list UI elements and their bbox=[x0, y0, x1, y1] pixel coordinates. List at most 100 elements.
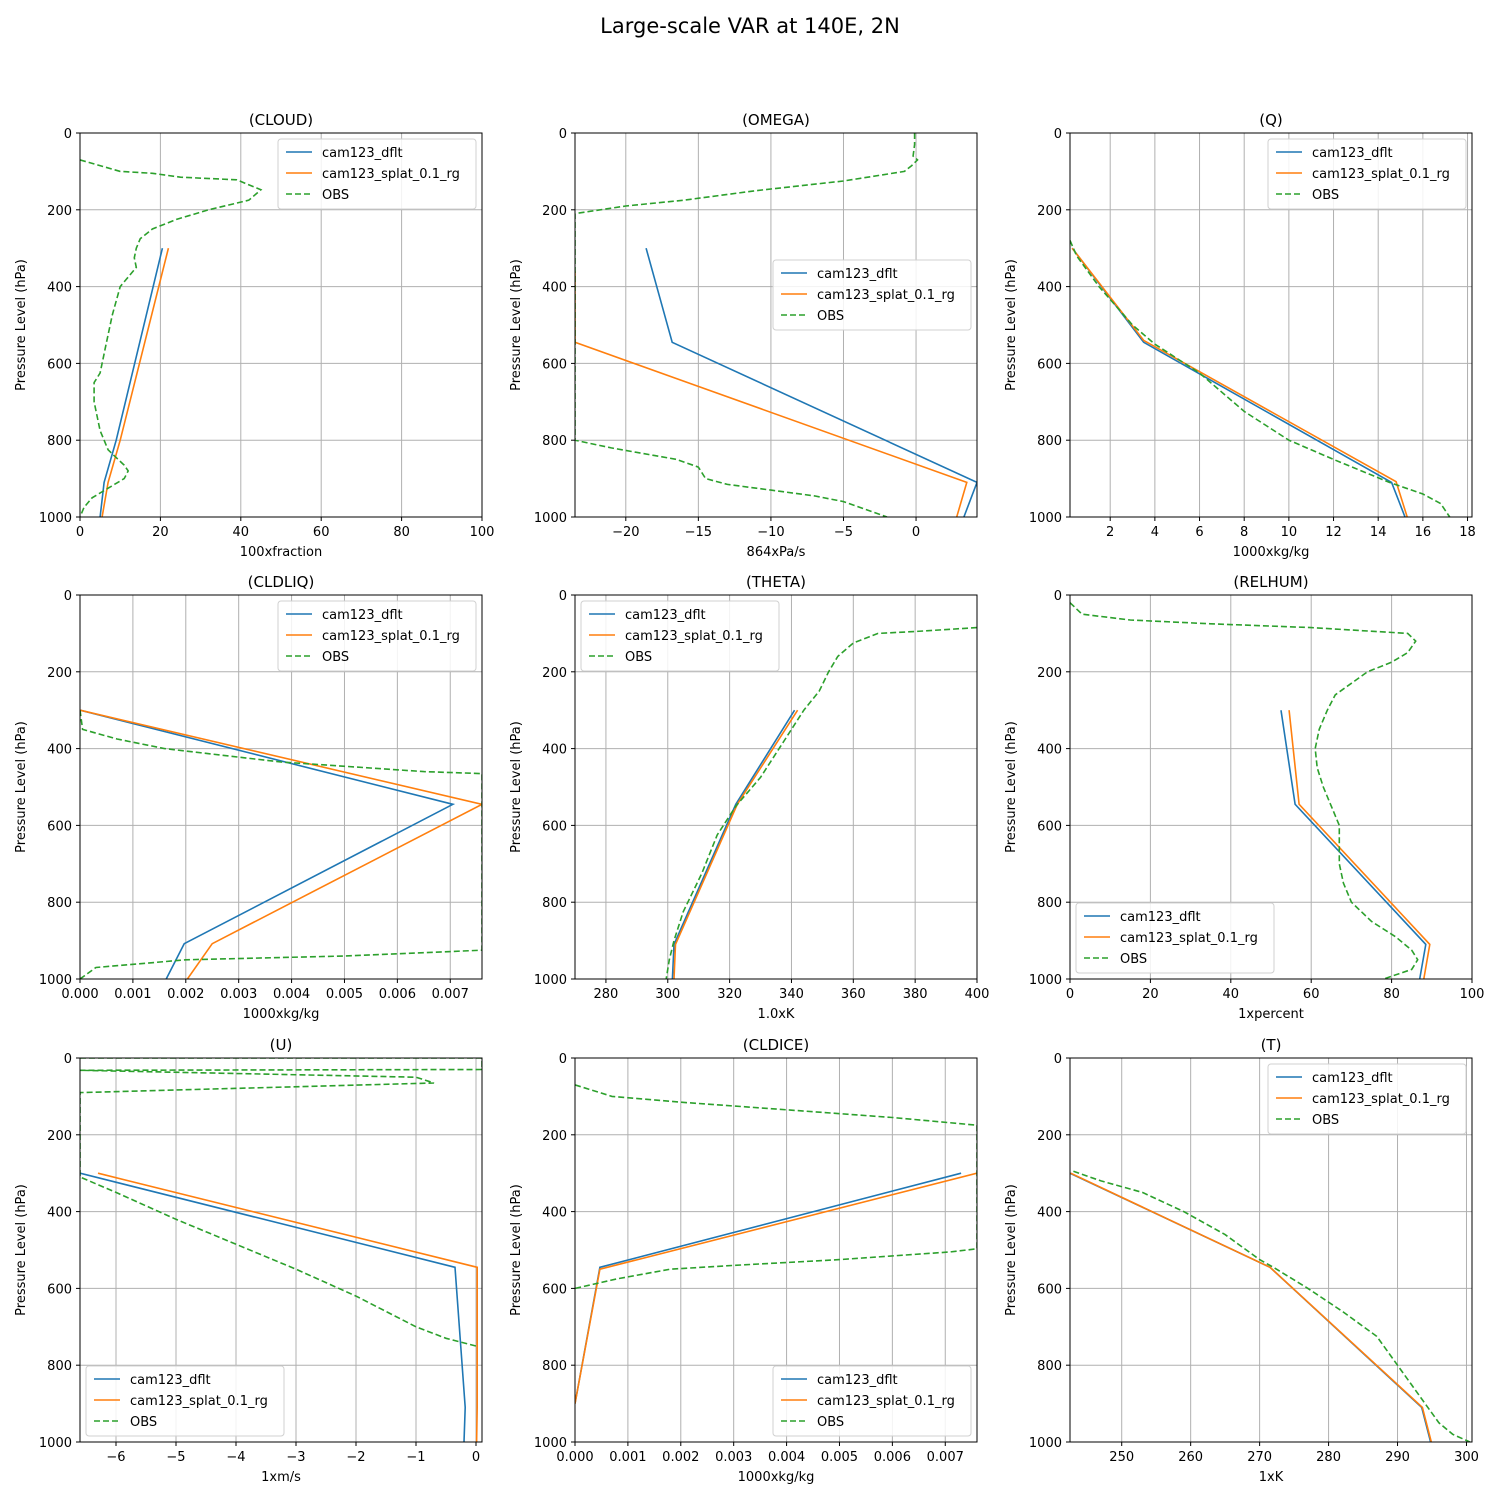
subplot-cldliq: 0.000 0.001 0.002 0.003 0.004 0.005 0.006 0.007… bbox=[14, 573, 483, 1022]
legend: cam123_dflt cam123_splat_0.1_rg OBS bbox=[277, 138, 477, 210]
axes-frame bbox=[79, 594, 483, 980]
y-tick-label: 800 bbox=[542, 434, 567, 449]
y-tick-label: 600 bbox=[1037, 1282, 1062, 1297]
legend-entry-label: cam123_splat_0.1_rg bbox=[817, 1394, 955, 1409]
x-tick-label: 280 bbox=[1316, 1450, 1341, 1465]
y-tick-label: 800 bbox=[1037, 1359, 1062, 1374]
series-line-cam123-splat-0-1-rg bbox=[1288, 710, 1431, 979]
axes-frame bbox=[79, 1057, 483, 1443]
y-tick-label: 200 bbox=[542, 666, 567, 681]
y-tick-label: 0 bbox=[1054, 589, 1062, 604]
y-tick-label: 400 bbox=[542, 281, 567, 296]
legend-box bbox=[277, 600, 477, 672]
x-tick-label: 0.004 bbox=[768, 1450, 805, 1465]
x-tick-label: 0 bbox=[472, 1450, 480, 1465]
legend-entry-label: OBS bbox=[817, 309, 844, 324]
legend-entry-label: OBS bbox=[1312, 188, 1339, 203]
x-axis-label: 1.0xK bbox=[758, 1007, 795, 1022]
legend-entry-label: cam123_dflt bbox=[130, 1373, 211, 1388]
legend-box bbox=[772, 1365, 972, 1437]
series-line-cam123-dflt bbox=[80, 1172, 467, 1442]
legend-entry-label: cam123_splat_0.1_rg bbox=[1312, 1092, 1450, 1107]
x-tick-label: 0.000 bbox=[556, 1450, 593, 1465]
y-tick-label: 0 bbox=[64, 589, 72, 604]
legend-entry-label: cam123_dflt bbox=[1120, 910, 1201, 925]
legend: cam123_dflt cam123_splat_0.1_rg OBS bbox=[580, 600, 780, 672]
y-tick-label: 800 bbox=[47, 896, 72, 911]
x-tick-label: 100 bbox=[1460, 987, 1485, 1002]
y-tick-label: 200 bbox=[542, 1129, 567, 1144]
y-tick-label: 1000 bbox=[534, 511, 567, 526]
y-tick-label: 1000 bbox=[1029, 973, 1062, 988]
y-tick-label: 200 bbox=[47, 204, 72, 219]
x-tick-label: 0.002 bbox=[662, 1450, 699, 1465]
subplot-omega: −20 −15 −10 −5 0 0 200 400 600 800 1000 (OMEGA) 864x… bbox=[509, 111, 978, 560]
y-tick-label: 0 bbox=[64, 1052, 72, 1067]
y-tick-label: 200 bbox=[47, 1129, 72, 1144]
axes-frame bbox=[79, 132, 483, 518]
y-axis-label: Pressure Level (hPa) bbox=[509, 721, 524, 853]
legend: cam123_dflt cam123_splat_0.1_rg OBS bbox=[1075, 902, 1275, 974]
x-tick-label: −1 bbox=[406, 1450, 425, 1465]
legend-entry-label: cam123_dflt bbox=[322, 146, 403, 161]
x-tick-label: 12 bbox=[1325, 525, 1342, 540]
legend-entry-label: OBS bbox=[1312, 1113, 1339, 1128]
y-tick-label: 600 bbox=[47, 357, 72, 372]
legend-entry-label: cam123_dflt bbox=[1312, 1071, 1393, 1086]
y-tick-label: 800 bbox=[47, 434, 72, 449]
y-tick-label: 200 bbox=[1037, 1129, 1062, 1144]
x-tick-label: −5 bbox=[166, 1450, 185, 1465]
y-tick-label: 1000 bbox=[534, 1436, 567, 1451]
axes-frame bbox=[1069, 1057, 1473, 1443]
y-tick-label: 600 bbox=[542, 357, 567, 372]
y-tick-label: 800 bbox=[1037, 434, 1062, 449]
x-tick-label: 0.000 bbox=[61, 987, 98, 1002]
series-line-obs bbox=[80, 1058, 482, 1347]
subplot-cldice: 0.000 0.001 0.002 0.003 0.004 0.005 0.006 0.007… bbox=[509, 1036, 978, 1485]
x-tick-label: 4 bbox=[1151, 525, 1159, 540]
y-axis-label: Pressure Level (hPa) bbox=[14, 259, 29, 391]
x-tick-label: 250 bbox=[1109, 1450, 1134, 1465]
y-axis-label: Pressure Level (hPa) bbox=[509, 259, 524, 391]
legend-entry-label: OBS bbox=[322, 650, 349, 665]
y-tick-label: 400 bbox=[542, 1206, 567, 1221]
series-line-cam123-dflt bbox=[1071, 247, 1406, 517]
y-tick-label: 1000 bbox=[1029, 1436, 1062, 1451]
y-tick-label: 1000 bbox=[39, 511, 72, 526]
series-line-obs bbox=[1070, 602, 1419, 979]
y-tick-label: 200 bbox=[1037, 204, 1062, 219]
series-line-cam123-splat-0-1-rg bbox=[1070, 1172, 1433, 1442]
x-tick-label: 320 bbox=[717, 987, 742, 1002]
series-line-cam123-splat-0-1-rg bbox=[575, 271, 968, 517]
y-tick-label: 400 bbox=[47, 743, 72, 758]
y-tick-label: 600 bbox=[47, 819, 72, 834]
subplot-t: 250 260 270 280 290 300 0 200 400 600 800 1000 (T) 1x… bbox=[1004, 1036, 1479, 1485]
legend-entry-label: cam123_splat_0.1_rg bbox=[1312, 167, 1450, 182]
x-tick-label: 0.006 bbox=[379, 987, 416, 1002]
x-tick-label: 0.003 bbox=[715, 1450, 752, 1465]
y-tick-label: 600 bbox=[542, 819, 567, 834]
y-tick-label: 400 bbox=[1037, 281, 1062, 296]
x-axis-label: 100xfraction bbox=[240, 545, 322, 560]
x-tick-label: 340 bbox=[779, 987, 804, 1002]
axes-frame bbox=[1069, 132, 1473, 518]
subplot-title: (CLOUD) bbox=[249, 111, 313, 129]
x-tick-label: 0.007 bbox=[432, 987, 469, 1002]
x-axis-label: 1xpercent bbox=[1238, 1007, 1304, 1022]
legend-box bbox=[772, 259, 972, 331]
legend-entry-label: cam123_dflt bbox=[322, 608, 403, 623]
legend-entry-label: cam123_dflt bbox=[817, 1373, 898, 1388]
x-tick-label: −15 bbox=[685, 525, 712, 540]
y-tick-label: 1000 bbox=[534, 973, 567, 988]
series-line-cam123-dflt bbox=[1070, 1172, 1432, 1442]
x-tick-label: 40 bbox=[233, 525, 250, 540]
series-line-cam123-splat-0-1-rg bbox=[80, 709, 482, 979]
x-tick-label: 0.002 bbox=[167, 987, 204, 1002]
legend-box bbox=[580, 600, 780, 672]
legend-entry-label: OBS bbox=[130, 1415, 157, 1430]
series-line-cam123-splat-0-1-rg bbox=[97, 1172, 479, 1442]
series-line-cam123-splat-0-1-rg bbox=[101, 248, 170, 517]
x-tick-label: 10 bbox=[1281, 525, 1298, 540]
legend: cam123_dflt cam123_splat_0.1_rg OBS bbox=[277, 600, 477, 672]
